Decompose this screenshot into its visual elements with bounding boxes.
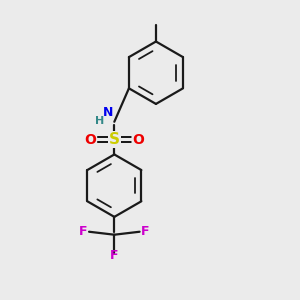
Text: O: O [132,133,144,147]
Text: H: H [95,116,104,127]
Text: F: F [141,225,150,238]
Text: N: N [103,106,113,119]
Text: S: S [109,132,120,147]
Text: F: F [110,249,118,262]
Text: O: O [85,133,97,147]
Text: F: F [79,225,88,238]
